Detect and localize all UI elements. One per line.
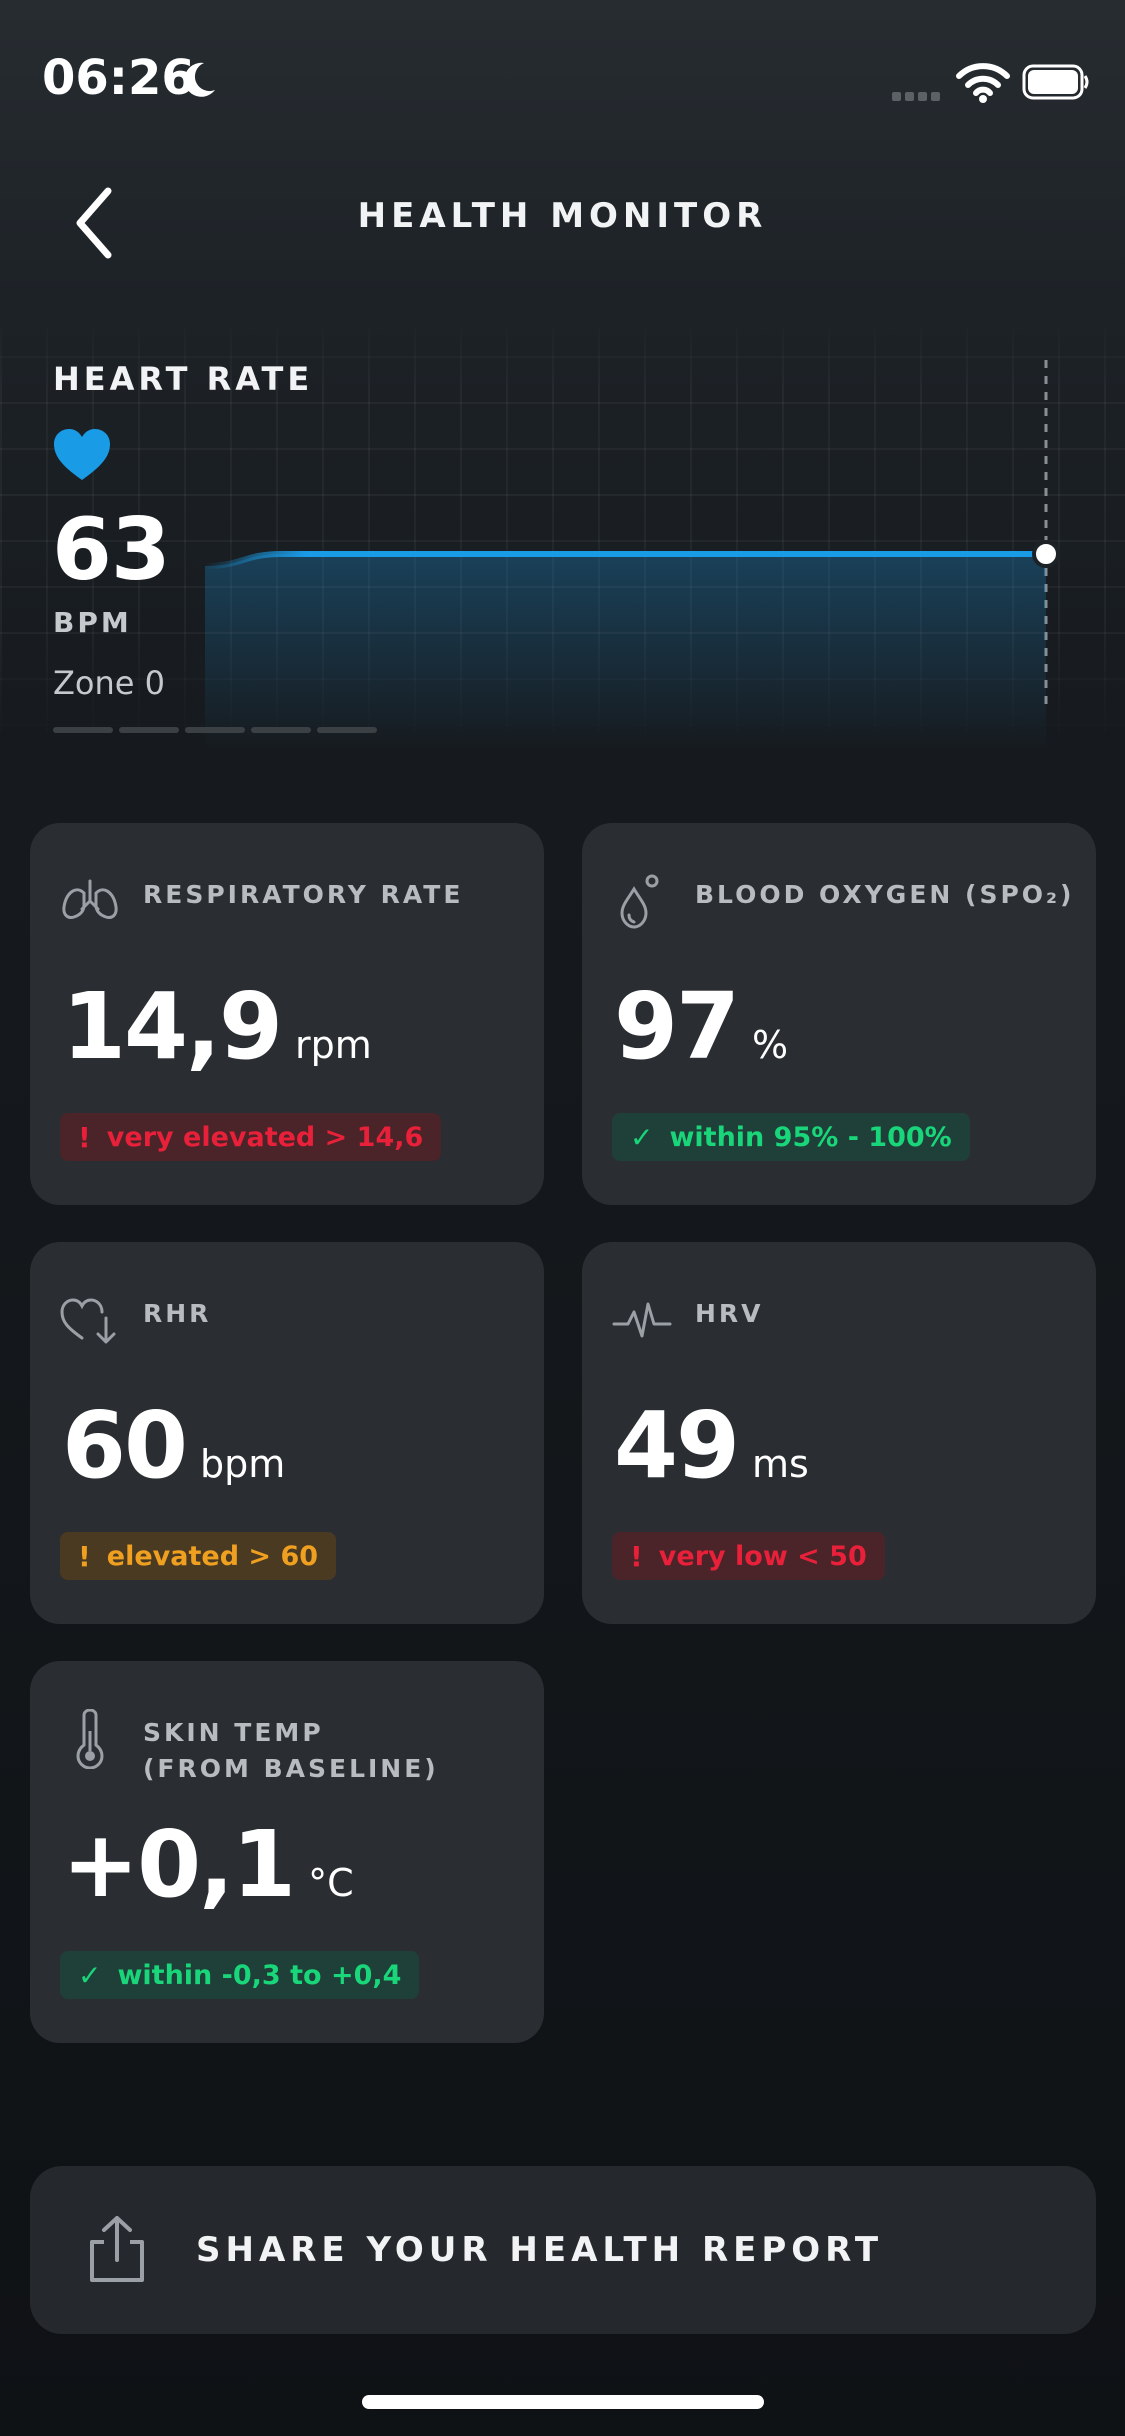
status-badge: ! very low < 50 [612, 1532, 885, 1580]
lungs-icon [62, 879, 118, 919]
metric-unit: bpm [200, 1442, 286, 1486]
card-value: 60 bpm [62, 1392, 285, 1499]
status-badge: ! elevated > 60 [60, 1532, 337, 1580]
zone-segment [119, 727, 179, 733]
heart-rate-line [202, 551, 1049, 569]
cellular-signal-icon [892, 86, 944, 105]
metric-number: 97 [614, 973, 740, 1080]
card-value: 49 ms [614, 1392, 809, 1499]
status-text: very elevated > 14,6 [106, 1121, 424, 1153]
rhr-card[interactable]: RHR 60 bpm ! elevated > 60 [30, 1242, 544, 1624]
heart-rate-chart[interactable] [0, 310, 1125, 750]
card-label: HRV [695, 1299, 764, 1328]
zone-segment [53, 727, 113, 733]
zone-indicator [53, 727, 377, 733]
card-value: 97 % [614, 973, 788, 1080]
heart-down-arrow-icon [60, 1298, 116, 1344]
card-label-line: SKIN TEMP [143, 1718, 324, 1747]
heart-rate-unit: BPM [53, 606, 132, 639]
status-badge: ! very elevated > 14,6 [60, 1113, 442, 1161]
status-badge: ✓ within 95% - 100% [612, 1113, 970, 1161]
respiratory-rate-card[interactable]: RESPIRATORY RATE 14,9 rpm ! very elevate… [30, 823, 544, 1205]
heart-rate-current-point [1032, 540, 1060, 568]
moon-icon [184, 62, 215, 97]
heart-rate-value: 63 [52, 500, 171, 600]
card-value: 14,9 rpm [62, 973, 372, 1080]
warning-icon: ! [78, 1120, 91, 1154]
zone-segment [317, 727, 377, 733]
pulse-wave-icon [612, 1302, 672, 1338]
heart-icon [54, 429, 110, 480]
card-value: +0,1 °C [62, 1811, 354, 1918]
metric-unit: % [752, 1023, 789, 1067]
metric-number: 14,9 [62, 973, 283, 1080]
heart-rate-area [205, 554, 1046, 750]
battery-icon [1022, 64, 1089, 100]
heart-rate-zone: Zone 0 [53, 664, 165, 702]
card-label: RHR [143, 1299, 212, 1328]
heart-rate-panel[interactable]: HEART RATE 63 BPM Zone 0 [0, 310, 1125, 750]
chevron-left-icon [76, 187, 112, 259]
status-text: very low < 50 [658, 1540, 867, 1572]
blood-oxygen-card[interactable]: BLOOD OXYGEN (SPO₂) 97 % ✓ within 95% - … [582, 823, 1096, 1205]
metric-number: +0,1 [62, 1811, 296, 1918]
metric-unit: rpm [295, 1023, 372, 1067]
hrv-card[interactable]: HRV 49 ms ! very low < 50 [582, 1242, 1096, 1624]
zone-segment [185, 727, 245, 733]
status-text: within 95% - 100% [669, 1121, 952, 1153]
thermometer-icon [76, 1709, 104, 1769]
back-button[interactable] [64, 186, 124, 260]
skin-temp-card[interactable]: SKIN TEMP (FROM BASELINE) +0,1 °C ✓ with… [30, 1661, 544, 2043]
status-text: elevated > 60 [106, 1540, 319, 1572]
check-icon: ✓ [78, 1958, 102, 1992]
warning-icon: ! [78, 1539, 91, 1573]
warning-icon: ! [630, 1539, 643, 1573]
card-label-line: (FROM BASELINE) [143, 1754, 439, 1783]
card-label: RESPIRATORY RATE [143, 880, 464, 909]
page-title: HEALTH MONITOR [357, 196, 768, 236]
share-icon [90, 2216, 144, 2282]
metric-unit: ms [752, 1442, 809, 1486]
home-indicator[interactable] [362, 2395, 764, 2409]
status-text: within -0,3 to +0,4 [117, 1959, 402, 1991]
status-time: 06:26 [42, 50, 195, 106]
metric-number: 49 [614, 1392, 740, 1499]
share-report-label: SHARE YOUR HEALTH REPORT [196, 2230, 884, 2270]
metric-number: 60 [62, 1392, 188, 1499]
wifi-icon [956, 63, 1010, 103]
share-report-button[interactable]: SHARE YOUR HEALTH REPORT [30, 2166, 1096, 2334]
blood-drop-icon [620, 874, 659, 929]
card-label: BLOOD OXYGEN (SPO₂) [695, 880, 1075, 909]
status-badge: ✓ within -0,3 to +0,4 [60, 1951, 420, 1999]
zone-segment [251, 727, 311, 733]
check-icon: ✓ [630, 1120, 654, 1154]
card-label: SKIN TEMP (FROM BASELINE) [143, 1715, 439, 1787]
heart-rate-title: HEART RATE [53, 360, 314, 398]
metric-unit: °C [308, 1861, 354, 1905]
